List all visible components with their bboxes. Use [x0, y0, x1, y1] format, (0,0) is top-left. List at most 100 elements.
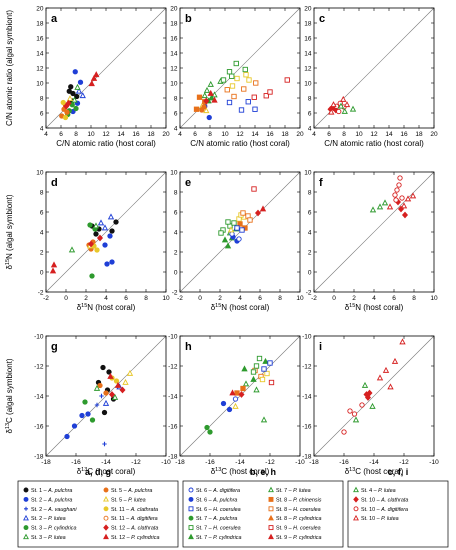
- x-tick-label: 4: [104, 295, 108, 302]
- y-tick-label: 4: [308, 125, 312, 132]
- data-point: [381, 199, 389, 206]
- x-tick-label: -14: [235, 459, 245, 466]
- data-point: [386, 203, 394, 210]
- y-tick-label: -10: [34, 333, 44, 340]
- one-to-one-line: [45, 335, 167, 457]
- x-tick-label: -12: [399, 459, 409, 466]
- data-point: [369, 402, 376, 409]
- data-point: [246, 77, 252, 83]
- legend-marker: [188, 496, 194, 502]
- y-tick-label: -16: [302, 423, 312, 430]
- legend-marker: [23, 525, 29, 531]
- data-point: [225, 219, 231, 225]
- data-point: [247, 217, 253, 223]
- data-point: [250, 369, 257, 375]
- x-tick-label: 8: [144, 295, 148, 302]
- data-point: [229, 73, 235, 79]
- x-axis-label: δ13C (host coral): [345, 467, 404, 476]
- x-tick-label: 4: [312, 131, 316, 138]
- legend-marker: [268, 514, 274, 521]
- data-point: [204, 424, 210, 431]
- x-tick-label: 14: [117, 131, 125, 138]
- legend-entry: St. 8 – P. chinensis: [276, 497, 322, 503]
- data-point: [49, 267, 57, 274]
- legend-1: a, d, g St. 1 – A. pulchra St. 2 – A. pulc…: [17, 467, 179, 548]
- panel-b: 4 6 8 10 12 14 16 18 20 4 6 8 10 12 14 16 18 20 b C/N atomi…: [170, 5, 304, 148]
- legend-entry: St. 3 – P. lutea: [31, 535, 66, 541]
- data-point: [238, 107, 245, 113]
- data-point: [103, 390, 109, 396]
- legend-entry: St. 11 – A. digitifera: [111, 516, 158, 522]
- data-point: [218, 230, 224, 236]
- data-point: [66, 95, 74, 102]
- data-point: [260, 416, 268, 423]
- y-tick-label: 14: [170, 50, 178, 57]
- y-tick-label: -10: [302, 333, 312, 340]
- data-point: [96, 234, 104, 242]
- data-point: [97, 219, 105, 226]
- x-tick-label: -16: [71, 459, 81, 466]
- data-point: [64, 109, 70, 115]
- data-point: [347, 408, 353, 414]
- data-point: [201, 92, 208, 99]
- data-point: [207, 80, 214, 87]
- data-point: [256, 355, 263, 362]
- data-point: [234, 225, 240, 231]
- y-tick-label: 2: [174, 249, 178, 256]
- data-point: [107, 233, 113, 239]
- x-tick-label: -2: [43, 295, 49, 302]
- data-point: [224, 242, 232, 249]
- data-point: [87, 222, 93, 228]
- y-tick-label: 18: [36, 20, 44, 27]
- y-tick-label: 4: [308, 229, 312, 236]
- data-point: [391, 357, 399, 364]
- legend-marker: [103, 515, 109, 521]
- data-point: [341, 107, 348, 114]
- y-tick-label: 20: [170, 5, 178, 12]
- legend-marker: [23, 514, 29, 521]
- one-to-one-line: [313, 171, 435, 293]
- legend-entry: St. 4 – P. lutea: [361, 488, 396, 494]
- data-point: [234, 390, 240, 396]
- y-tick-label: 20: [36, 5, 44, 12]
- y-tick-label: -18: [168, 453, 178, 460]
- x-tick-label: 0: [198, 295, 202, 302]
- data-point: [102, 441, 107, 447]
- legend-box: [182, 480, 344, 548]
- legend-marker: [103, 506, 109, 512]
- x-tick-label: 18: [147, 131, 155, 138]
- data-point: [109, 259, 115, 265]
- data-point: [236, 236, 242, 242]
- x-tick-label: 16: [400, 131, 408, 138]
- y-tick-label: 6: [174, 110, 178, 117]
- legend-marker: [103, 487, 109, 493]
- x-tick-label: 6: [193, 131, 197, 138]
- data-point: [203, 86, 211, 93]
- data-point: [93, 384, 101, 391]
- x-axis-label: δ15N (host coral): [345, 303, 404, 312]
- data-point: [229, 83, 236, 89]
- data-point: [359, 402, 365, 408]
- data-point: [392, 192, 398, 198]
- y-tick-label: 8: [174, 95, 178, 102]
- legend-entry: St. 10 – A. clathrata: [361, 497, 408, 503]
- legend-marker: [353, 514, 359, 521]
- data-point: [106, 369, 112, 375]
- legend-title: a, d, g: [85, 467, 111, 477]
- legend-title: b, e, h: [250, 467, 276, 477]
- y-tick-label: 2: [40, 249, 44, 256]
- data-point: [226, 406, 233, 413]
- y-tick-label: 20: [304, 5, 312, 12]
- data-point: [364, 394, 372, 401]
- data-point: [203, 97, 210, 105]
- data-point: [99, 393, 104, 399]
- data-point: [240, 385, 246, 392]
- data-point: [87, 240, 95, 248]
- panel-i: -18 -16 -14 -12 -10 -18 -16 -14 -12 -10 i δ13C (hos…: [302, 333, 439, 476]
- x-axis-label: δ15N (host coral): [77, 303, 136, 312]
- x-tick-label: -14: [369, 459, 379, 466]
- x-tick-label: 10: [87, 131, 95, 138]
- data-point: [242, 66, 248, 73]
- legend-entry: St. 5 – P. lutea: [111, 497, 146, 503]
- x-tick-label: 18: [415, 131, 423, 138]
